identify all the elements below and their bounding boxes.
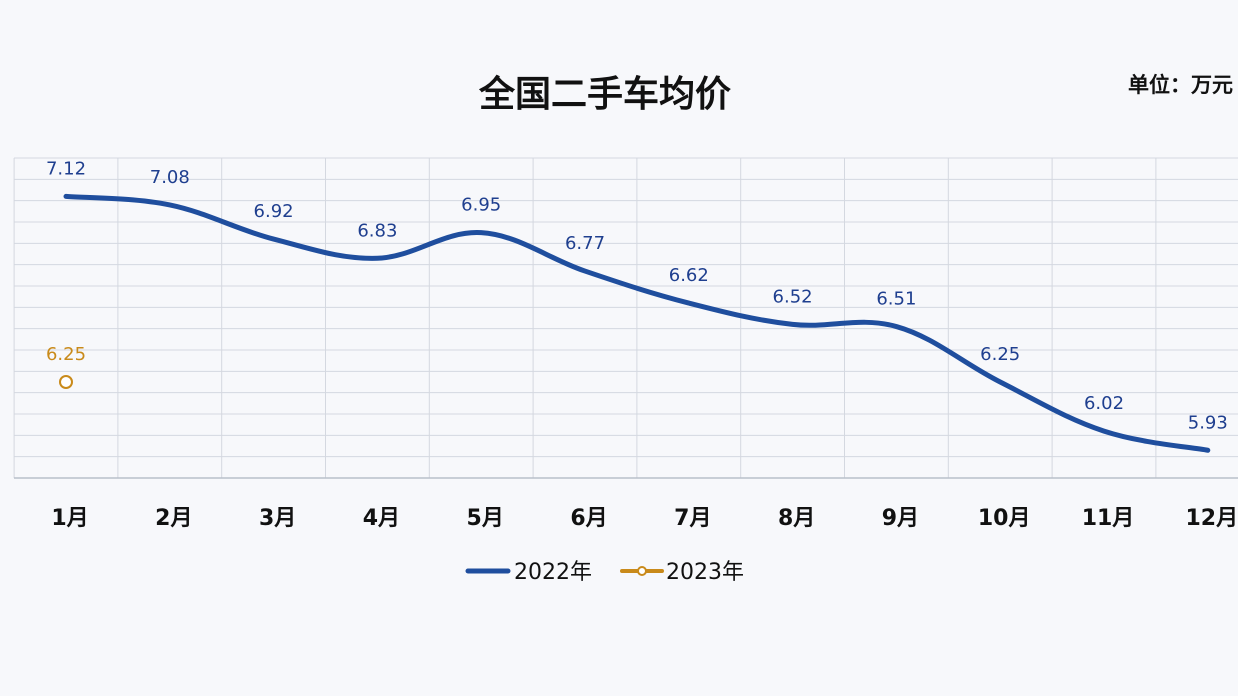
x-tick-label: 7月 xyxy=(674,506,711,531)
chart-title: 全国二手车均价 xyxy=(478,73,731,115)
data-label: 7.08 xyxy=(150,167,190,188)
series-line-0 xyxy=(63,193,1211,453)
legend-label-2023: 2023年 xyxy=(666,560,744,585)
x-tick-label: 9月 xyxy=(882,506,919,531)
data-labels: 7.12 7.08 6.92 6.83 6.95 6.77 6.62 6.52 6.51 6.25… xyxy=(46,158,1228,433)
series-point-1 xyxy=(59,375,73,389)
data-label: 6.52 xyxy=(773,286,813,307)
x-tick-label: 6月 xyxy=(570,506,607,531)
x-tick-label: 12月 xyxy=(1185,506,1238,531)
x-tick-label: 5月 xyxy=(467,506,504,531)
x-axis-ticks: 1月 2月 3月 4月 5月 6月 7月 8月 9月 10月 11月 12月 xyxy=(51,506,1238,531)
x-tick-label: 8月 xyxy=(778,506,815,531)
data-label: 6.25 xyxy=(980,344,1020,365)
data-label: 6.62 xyxy=(669,265,709,286)
legend-label-2022: 2022年 xyxy=(514,560,592,585)
legend: 2022年 2023年 xyxy=(465,560,744,585)
data-label: 6.83 xyxy=(357,220,397,241)
x-tick-label: 10月 xyxy=(978,506,1031,531)
x-tick-label: 2月 xyxy=(155,506,192,531)
x-tick-label: 3月 xyxy=(259,506,296,531)
data-label: 6.25 xyxy=(46,344,86,365)
data-label: 7.12 xyxy=(46,158,86,179)
grid xyxy=(13,157,1238,479)
unit-label: 单位：万元 xyxy=(1128,73,1233,97)
data-label: 6.02 xyxy=(1084,393,1124,414)
data-label: 6.95 xyxy=(461,195,501,216)
series xyxy=(59,193,1211,453)
x-tick-label: 1月 xyxy=(51,506,88,531)
data-label: 6.77 xyxy=(565,233,605,254)
data-label: 5.93 xyxy=(1188,412,1228,433)
x-tick-label: 4月 xyxy=(363,506,400,531)
data-label: 6.51 xyxy=(876,289,916,310)
data-label: 6.92 xyxy=(254,201,294,222)
x-tick-label: 11月 xyxy=(1082,506,1135,531)
legend-marker-2023 xyxy=(637,566,647,576)
